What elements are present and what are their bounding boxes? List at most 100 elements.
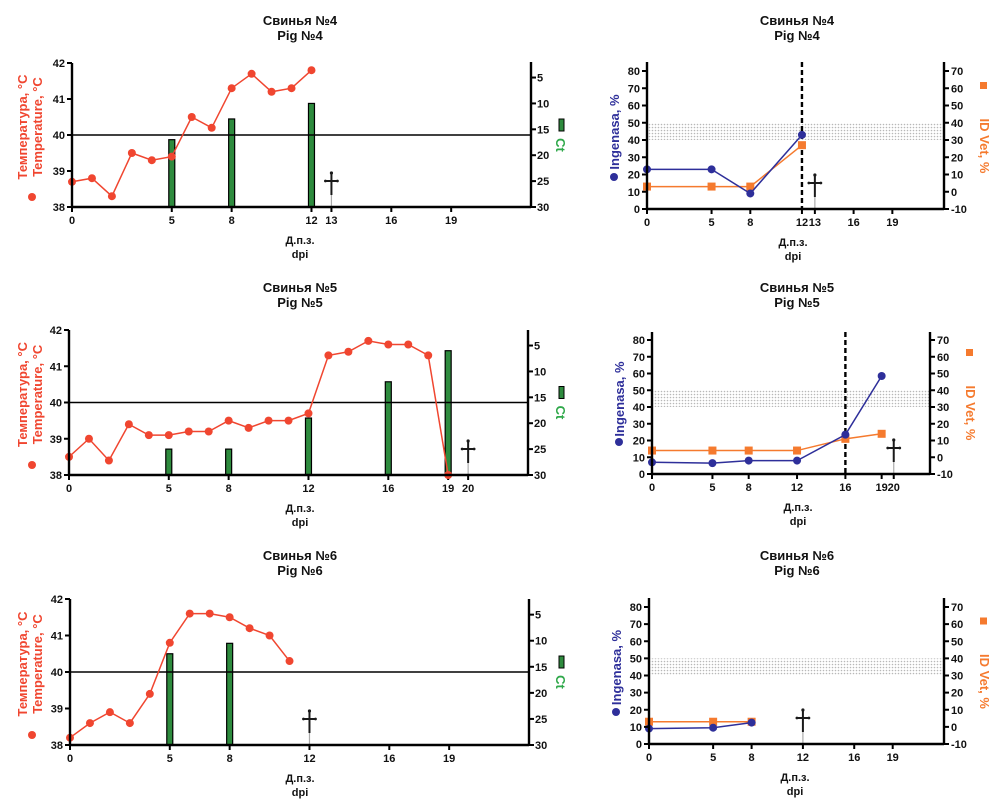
chart-subtitle: Pig №5 <box>774 295 820 310</box>
y2-tick-label: 15 <box>535 662 547 674</box>
idvet-point <box>841 434 850 443</box>
ingenasa-legend-marker <box>610 173 618 181</box>
death-cross-left <box>302 717 305 721</box>
x-axis-label-ru: Д.п.з. <box>285 503 314 515</box>
x-tick-label: 12 <box>302 483 314 495</box>
x-tick-label: 13 <box>325 215 337 227</box>
chart-title: Свинья №5 <box>760 280 834 295</box>
death-cross-right <box>472 447 476 451</box>
y2-tick-label: 10 <box>537 98 549 110</box>
x-tick-label: 0 <box>646 752 652 764</box>
temperature-point <box>165 638 174 647</box>
temperature-point <box>204 427 213 436</box>
idvet-point <box>746 182 755 191</box>
ingenasa-point <box>709 723 718 732</box>
x-axis-label-en: dpi <box>292 517 309 529</box>
idvet-point <box>707 182 716 191</box>
ingenasa-point <box>797 130 806 139</box>
y2-tick-label: 10 <box>535 636 547 648</box>
x-tick-label: 19 <box>442 483 454 495</box>
temperature-point <box>287 84 296 93</box>
temperature-point <box>264 416 273 425</box>
ct-bar <box>165 448 173 476</box>
x-axis-label-ru: Д.п.з. <box>285 773 314 785</box>
death-cross-right <box>807 716 811 720</box>
x-tick-label: 12 <box>796 217 808 229</box>
y-tick-label: 10 <box>628 187 640 199</box>
y-tick-label: 0 <box>636 739 642 751</box>
ct-bar <box>166 653 174 746</box>
y2-tick-label: 60 <box>951 619 963 631</box>
death-cross-tip <box>329 171 334 175</box>
y2-axis-label: Ct <box>553 138 568 152</box>
x-tick-label: 8 <box>227 753 233 765</box>
death-cross-right <box>314 717 317 721</box>
death-cross-icon <box>807 173 823 209</box>
y-tick-label: 0 <box>634 204 640 216</box>
y-tick-label: 39 <box>51 704 63 716</box>
temperature-point <box>84 434 93 443</box>
death-cross-right <box>898 446 902 450</box>
idvet-point <box>708 446 717 455</box>
y2-tick-label: 30 <box>534 470 546 482</box>
y-tick-label: 60 <box>628 101 640 113</box>
ingenasa-point <box>747 718 756 727</box>
y2-tick-label: 70 <box>951 66 963 78</box>
x-tick-label: 19 <box>876 482 888 494</box>
y2-tick-label: 25 <box>535 714 547 726</box>
y-axis-label: Ingenasa, % <box>607 94 622 170</box>
idvet-line <box>647 144 803 188</box>
y2-tick-label: 50 <box>937 369 949 381</box>
x-tick-label: 8 <box>226 483 232 495</box>
y2-tick-label: 50 <box>951 101 963 113</box>
y-tick-label: 0 <box>639 469 645 481</box>
cutoff-band <box>647 122 944 140</box>
y-tick-label: 20 <box>633 436 645 448</box>
x-tick-label: 8 <box>229 215 235 227</box>
x-axis-label-en: dpi <box>790 516 807 528</box>
idvet-legend-marker <box>966 349 973 356</box>
ingenasa-point <box>746 189 755 198</box>
death-cross-left <box>807 181 811 185</box>
x-tick-label: 16 <box>385 215 397 227</box>
x-tick-label: 5 <box>709 482 715 494</box>
x-tick-label: 5 <box>709 217 715 229</box>
y-tick-label: 40 <box>50 398 62 410</box>
temperature-point <box>125 719 134 728</box>
y2-tick-label: 15 <box>534 392 546 404</box>
temperature-point <box>244 423 253 432</box>
temperature-point <box>104 456 113 465</box>
y-axis-label-ru: Температура, °C <box>15 611 30 717</box>
y-tick-label: 50 <box>633 385 645 397</box>
x-tick-label: 13 <box>809 217 821 229</box>
x-axis-label-en: dpi <box>785 251 802 263</box>
death-cross-right <box>336 179 339 183</box>
ct-bar <box>307 102 316 208</box>
y-axis-label-en: Temperature, °C <box>30 344 45 444</box>
ct-bar <box>225 448 233 476</box>
x-tick-label: 12 <box>797 752 809 764</box>
y2-tick-label: 20 <box>535 688 547 700</box>
ct-bar <box>168 139 176 208</box>
y-tick-label: 70 <box>633 352 645 364</box>
y2-tick-label: 60 <box>937 352 949 364</box>
y2-axis-label: ID Vet, % <box>977 119 992 174</box>
chart-subtitle: Pig №6 <box>774 563 820 578</box>
x-axis-label-ru: Д.п.з. <box>783 502 812 514</box>
ct-legend-marker <box>558 118 565 132</box>
y2-tick-label: 25 <box>537 176 549 188</box>
death-cross-icon <box>302 709 317 745</box>
x-tick-label: 16 <box>382 483 394 495</box>
y-tick-label: 42 <box>51 594 63 606</box>
temperature-legend-marker <box>28 461 36 469</box>
x-tick-label: 19 <box>886 217 898 229</box>
ct-bar <box>304 417 313 476</box>
y-tick-label: 70 <box>630 619 642 631</box>
ingenasa-legend-marker <box>615 438 623 446</box>
y2-tick-label: -10 <box>951 739 967 751</box>
y-tick-label: 39 <box>50 434 62 446</box>
idvet-point <box>793 446 802 455</box>
death-cross-tip <box>466 439 470 443</box>
y2-axis-label: ID Vet, % <box>977 654 992 709</box>
